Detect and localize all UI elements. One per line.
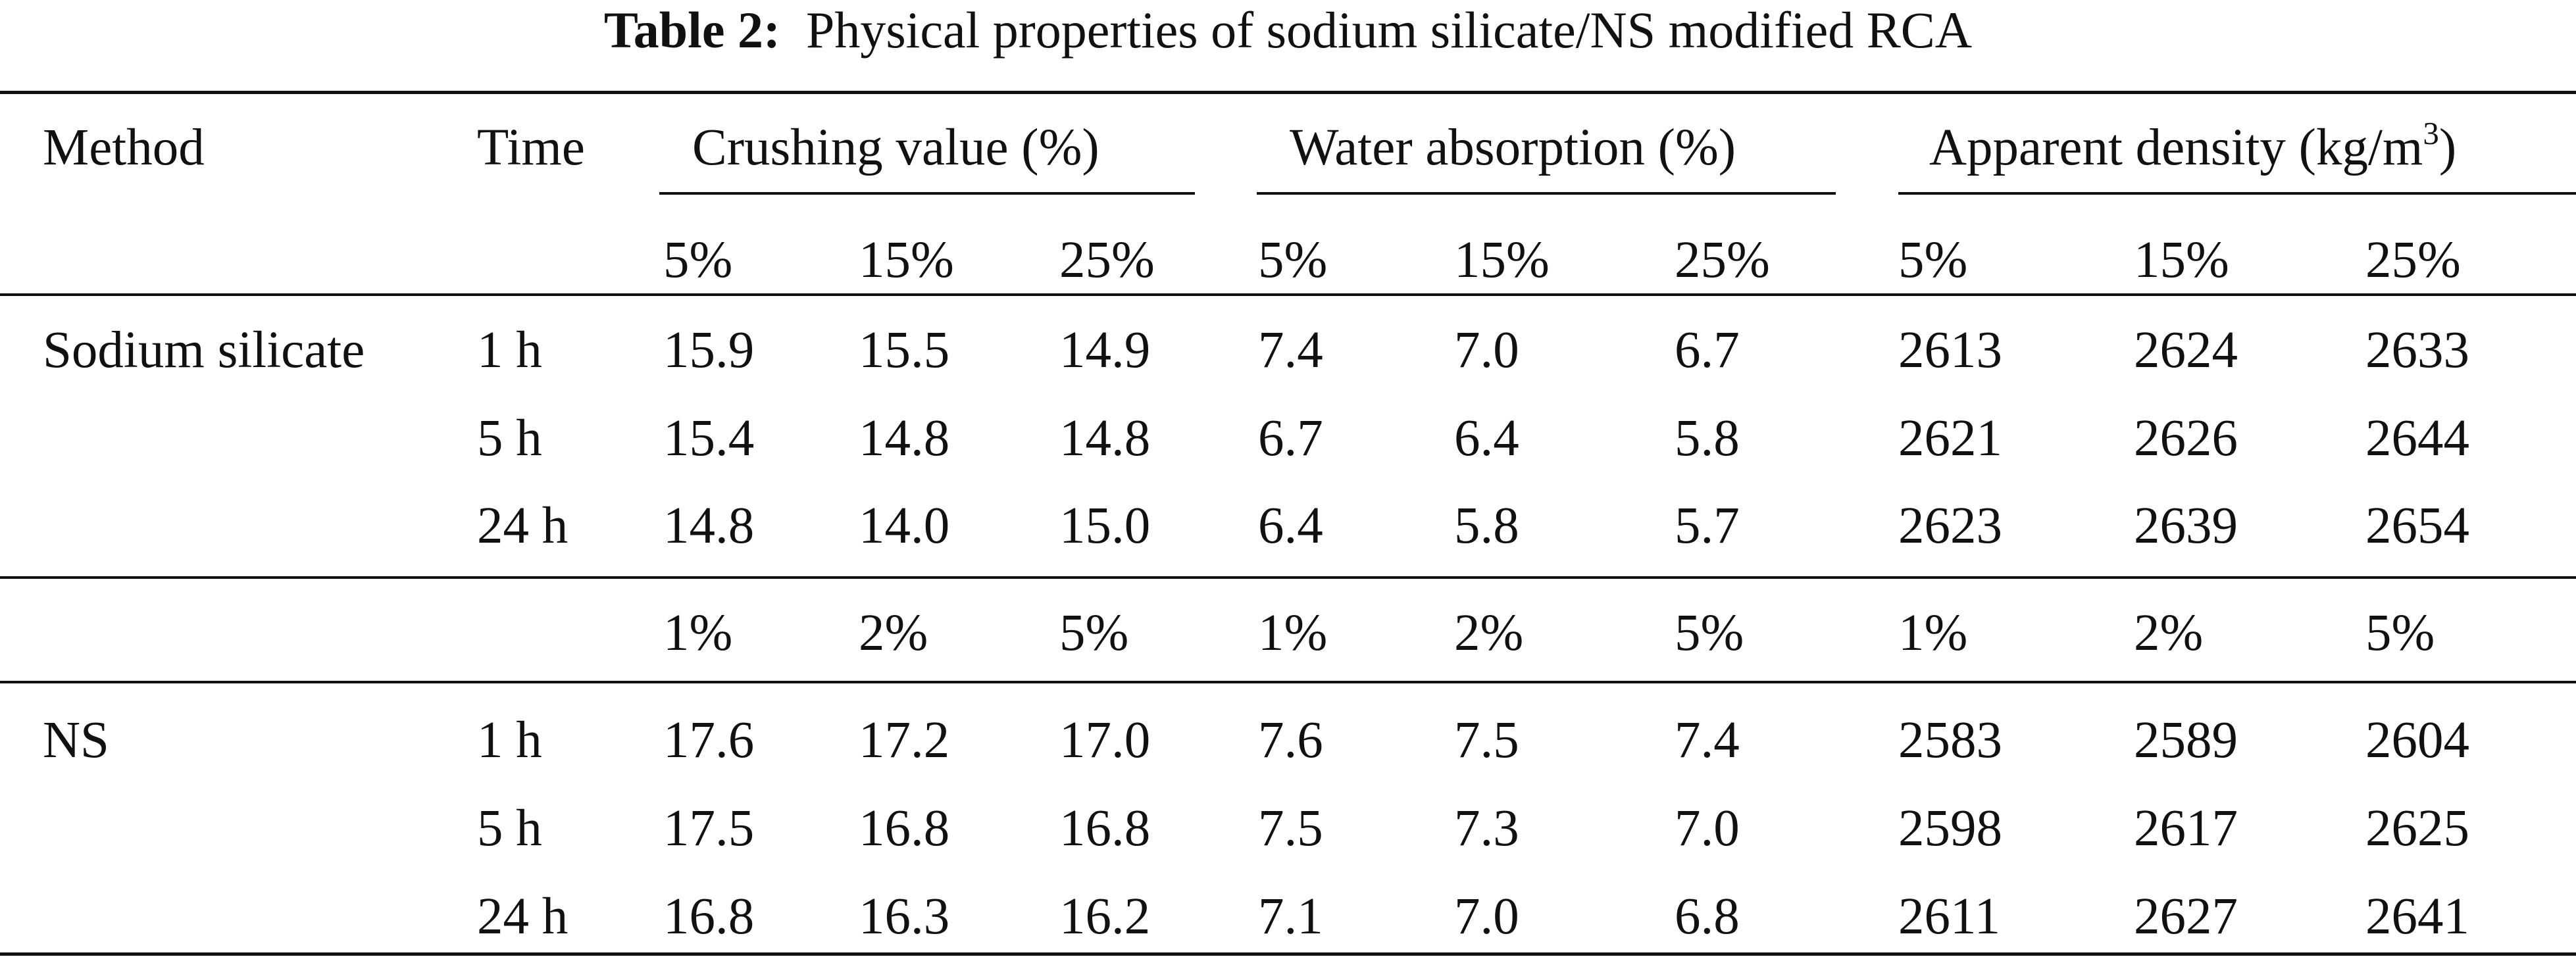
table-data-cell: 7.5 — [1258, 800, 1323, 857]
dosage-header-cell: 1% — [1258, 604, 1328, 662]
table-data-cell: 2623 — [1898, 497, 2002, 554]
table-data-cell: 7.6 — [1258, 712, 1323, 769]
table-data-cell: 2589 — [2134, 712, 2238, 769]
table-data-cell: 16.2 — [1059, 888, 1151, 945]
table-data-cell: 17.5 — [663, 800, 755, 857]
dosage-header-cell: 15% — [2134, 232, 2229, 289]
table-data-cell: 6.4 — [1454, 410, 1519, 467]
table-data-cell: 2627 — [2134, 888, 2238, 945]
table-data-cell: 2639 — [2134, 497, 2238, 554]
table-data-cell: 14.8 — [859, 410, 950, 467]
apparent-density-header: Apparent density (kg/m3) — [1929, 114, 2457, 176]
table-data-cell: 2613 — [1898, 322, 2002, 379]
table-data-cell: 2625 — [2365, 800, 2469, 857]
time-cell: 1 h — [477, 322, 542, 379]
table-title: Physical properties of sodium silicate/N… — [805, 1, 1973, 59]
table-data-cell: 17.2 — [859, 712, 950, 769]
table-data-cell: 7.3 — [1454, 800, 1519, 857]
dosage-header-cell: 5% — [1675, 604, 1744, 662]
method-header: Method — [43, 119, 205, 176]
table-data-cell: 14.0 — [859, 497, 950, 554]
table-data-cell: 5.8 — [1454, 497, 1519, 554]
table-data-cell: 6.8 — [1675, 888, 1740, 945]
table-data-cell: 6.7 — [1675, 322, 1740, 379]
table-data-cell: 7.0 — [1454, 322, 1519, 379]
table-data-cell: 16.8 — [1059, 800, 1151, 857]
dosage-header-cell: 1% — [1898, 604, 1968, 662]
section-divider-rule — [0, 576, 2576, 579]
table-data-cell: 15.5 — [859, 322, 950, 379]
table-data-cell: 2633 — [2365, 322, 2469, 379]
table-data-cell: 7.0 — [1675, 800, 1740, 857]
table-data-cell: 2617 — [2134, 800, 2238, 857]
table-data-cell: 2644 — [2365, 410, 2469, 467]
table-data-cell: 16.3 — [859, 888, 950, 945]
table-caption: Table 2: Physical properties of sodium s… — [0, 0, 2576, 61]
table-data-cell: 5.8 — [1675, 410, 1740, 467]
method-cell: Sodium silicate — [43, 322, 365, 379]
table-data-cell: 14.8 — [663, 497, 755, 554]
table-data-cell: 2641 — [2365, 888, 2469, 945]
dosage-header-cell: 15% — [859, 232, 954, 289]
table-data-cell: 2624 — [2134, 322, 2238, 379]
time-cell: 24 h — [477, 888, 568, 945]
table-data-cell: 15.9 — [663, 322, 755, 379]
time-cell: 24 h — [477, 497, 568, 554]
water-group-rule — [1257, 192, 1836, 195]
table-data-cell: 15.4 — [663, 410, 755, 467]
method-cell: NS — [43, 712, 109, 769]
time-cell: 5 h — [477, 800, 542, 857]
table-data-cell: 2611 — [1898, 888, 2001, 945]
table-data-cell: 16.8 — [859, 800, 950, 857]
table-data-cell: 7.4 — [1675, 712, 1740, 769]
dosage-header-cell: 5% — [2365, 604, 2435, 662]
dosage-header-cell: 25% — [1059, 232, 1155, 289]
table-data-cell: 2626 — [2134, 410, 2238, 467]
time-cell: 1 h — [477, 712, 542, 769]
header-bottom-rule — [0, 293, 2576, 296]
ns-dosage-rule — [0, 681, 2576, 683]
dosage-header-cell: 5% — [663, 232, 733, 289]
table-data-cell: 2583 — [1898, 712, 2002, 769]
table-data-cell: 6.7 — [1258, 410, 1323, 467]
table-data-cell: 2654 — [2365, 497, 2469, 554]
dosage-header-cell: 25% — [2365, 232, 2461, 289]
table-data-cell: 2621 — [1898, 410, 2002, 467]
dosage-header-cell: 5% — [1898, 232, 1968, 289]
table-data-cell: 15.0 — [1059, 497, 1151, 554]
crushing-group-rule — [659, 192, 1195, 195]
table-data-cell: 17.6 — [663, 712, 755, 769]
table-data-cell: 7.4 — [1258, 322, 1323, 379]
top-rule — [0, 91, 2576, 94]
time-header: Time — [477, 119, 585, 176]
dosage-header-cell: 2% — [1454, 604, 1524, 662]
table-data-cell: 2598 — [1898, 800, 2002, 857]
density-group-rule — [1898, 192, 2576, 195]
table-data-cell: 7.5 — [1454, 712, 1519, 769]
dosage-header-cell: 5% — [1258, 232, 1328, 289]
dosage-header-cell: 5% — [1059, 604, 1129, 662]
table-data-cell: 14.9 — [1059, 322, 1151, 379]
dosage-header-cell: 1% — [663, 604, 733, 662]
dosage-header-cell: 25% — [1675, 232, 1770, 289]
table-data-cell: 14.8 — [1059, 410, 1151, 467]
table-data-cell: 2604 — [2365, 712, 2469, 769]
table-data-cell: 16.8 — [663, 888, 755, 945]
water-absorption-header: Water absorption (%) — [1290, 119, 1736, 176]
dosage-header-cell: 15% — [1454, 232, 1550, 289]
time-cell: 5 h — [477, 410, 542, 467]
crushing-value-header: Crushing value (%) — [692, 119, 1099, 176]
dosage-header-cell: 2% — [859, 604, 928, 662]
table-data-cell: 17.0 — [1059, 712, 1151, 769]
table-data-cell: 6.4 — [1258, 497, 1323, 554]
bottom-rule — [0, 952, 2576, 956]
table-data-cell: 7.1 — [1258, 888, 1323, 945]
table-data-cell: 7.0 — [1454, 888, 1519, 945]
table-label: Table 2: — [603, 1, 780, 59]
table-data-cell: 5.7 — [1675, 497, 1740, 554]
dosage-header-cell: 2% — [2134, 604, 2204, 662]
